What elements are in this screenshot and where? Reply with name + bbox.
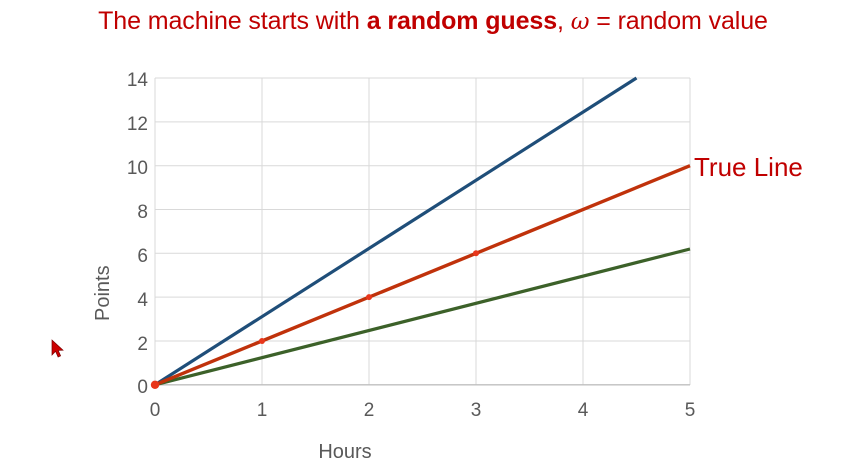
- y-tick-2: 2: [137, 334, 148, 355]
- x-tick-1: 1: [256, 400, 268, 421]
- vertical-gridlines: [154, 78, 691, 385]
- title-comma: ,: [557, 7, 571, 35]
- x-axis-label: Hours: [318, 441, 372, 463]
- marker-point-0-0: [150, 380, 160, 389]
- slide-title: The machine starts with a random guess, …: [0, 6, 866, 37]
- y-tick-4: 4: [137, 290, 148, 311]
- true-line-markers: [150, 250, 479, 389]
- x-tick-3: 3: [470, 400, 482, 421]
- marker-point-1-2: [259, 338, 265, 344]
- y-tick-8: 8: [137, 202, 148, 223]
- x-tick-0: 0: [149, 400, 161, 421]
- series-line-random-guess-low: [154, 247, 691, 387]
- plot-area: [150, 76, 691, 389]
- x-tick-4: 4: [577, 400, 589, 421]
- x-tick-2: 2: [363, 400, 375, 421]
- true-line-annotation: True Line: [694, 152, 803, 182]
- y-tick-12: 12: [126, 114, 148, 135]
- title-lead: The machine starts with: [98, 7, 367, 35]
- omega-symbol: ω: [570, 9, 590, 35]
- y-tick-14: 14: [126, 70, 148, 91]
- y-tick-10: 10: [126, 158, 148, 179]
- x-tick-5: 5: [684, 400, 696, 421]
- y-tick-6: 6: [137, 246, 148, 267]
- plot-background: [155, 78, 690, 385]
- horizontal-gridlines: [155, 77, 690, 342]
- line-chart: 14 12 10 8 6 4 2 0 0 1 2 3 4 5 Points Ho…: [0, 56, 760, 463]
- series-line-random-guess-high: [154, 76, 638, 387]
- marker-point-2-4: [366, 294, 372, 301]
- marker-point-3-6: [473, 250, 479, 257]
- title-emphasis: a random guess: [366, 7, 558, 35]
- y-tick-0: 0: [137, 377, 148, 398]
- series-line-true: [154, 164, 691, 387]
- title-tail: = random value: [589, 7, 768, 35]
